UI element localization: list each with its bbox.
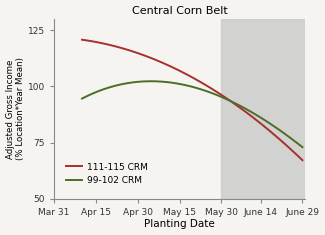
- Y-axis label: Adjusted Gross Income
(% Location*Year Mean): Adjusted Gross Income (% Location*Year M…: [6, 57, 25, 160]
- X-axis label: Planting Date: Planting Date: [144, 219, 215, 229]
- Bar: [222, 19, 305, 199]
- Legend: 111-115 CRM, 99-102 CRM: 111-115 CRM, 99-102 CRM: [66, 163, 148, 185]
- Title: Central Corn Belt: Central Corn Belt: [132, 6, 227, 16]
